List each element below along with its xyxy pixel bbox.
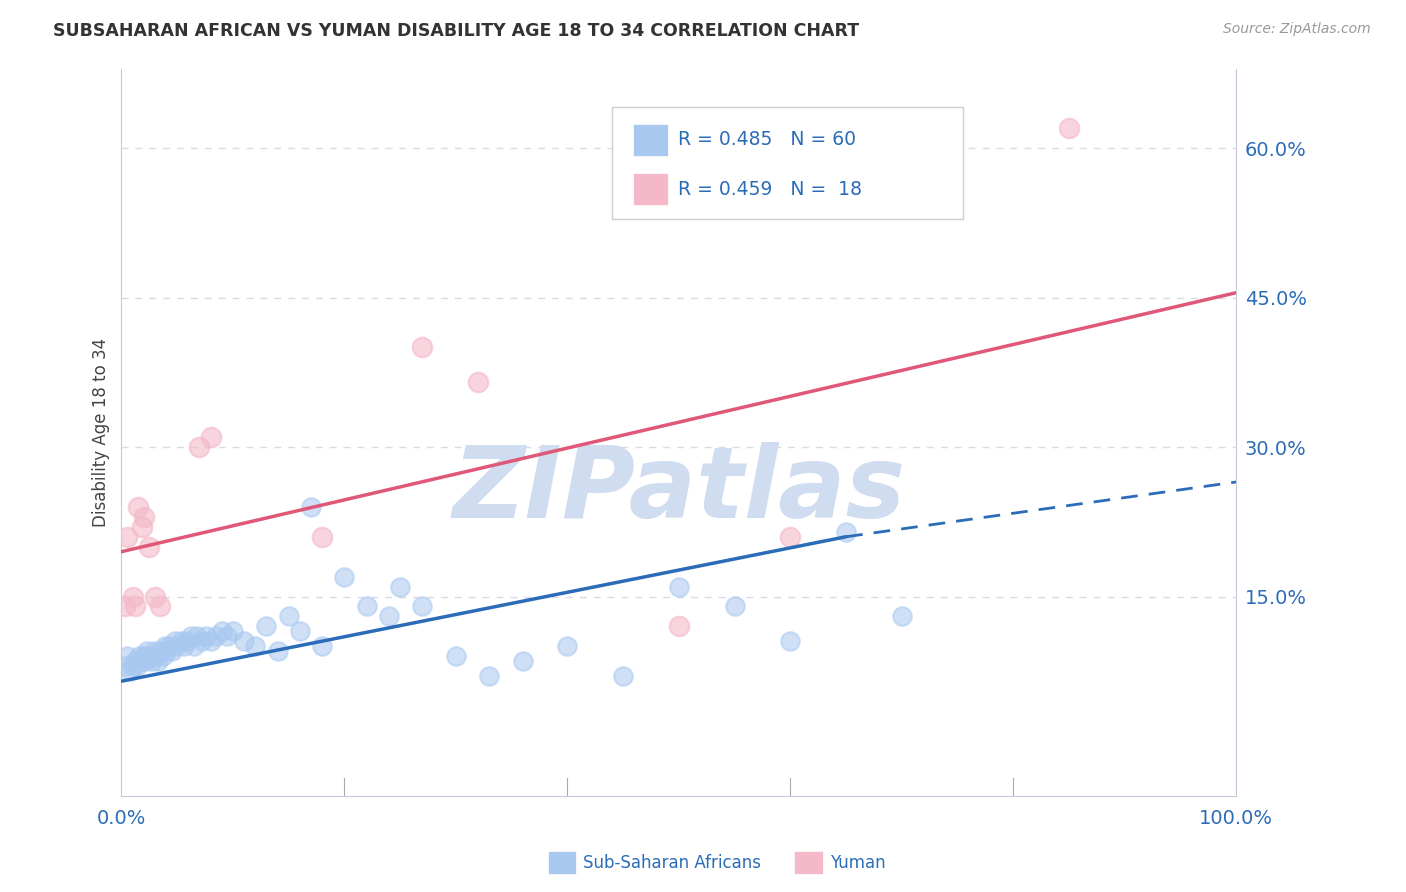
Point [176,634,198,648]
Point [160,644,183,658]
Text: R = 0.485   N = 60: R = 0.485 N = 60 [678,130,856,149]
Point [411,341,433,355]
Point [149,644,172,658]
Point [835,524,858,539]
Point [512,654,534,668]
Point [125,659,148,673]
Point [115,530,138,544]
Point [311,640,333,654]
Point [143,590,166,604]
Point [148,654,170,668]
Text: SUBSAHARAN AFRICAN VS YUMAN DISABILITY AGE 18 TO 34 CORRELATION CHART: SUBSAHARAN AFRICAN VS YUMAN DISABILITY A… [53,22,859,40]
Text: ZIPatlas: ZIPatlas [453,442,905,539]
Point [124,599,146,614]
Point [723,599,745,614]
Text: Yuman: Yuman [830,854,886,871]
Point [173,640,195,654]
Point [190,634,212,648]
Point [779,634,801,648]
Point [217,629,239,643]
Point [277,609,299,624]
Point [444,649,467,664]
Point [132,649,155,664]
Point [467,376,489,390]
Point [166,640,188,654]
Point [156,644,179,658]
Point [121,590,143,604]
Text: Sub-Saharan Africans: Sub-Saharan Africans [583,854,762,871]
Point [149,599,172,614]
Point [222,624,245,639]
Y-axis label: Disability Age 18 to 34: Disability Age 18 to 34 [93,337,110,526]
Point [138,540,160,554]
Point [131,654,153,668]
Point [128,649,150,664]
Point [138,649,160,664]
Point [121,659,143,673]
Point [233,634,256,648]
Point [114,659,136,673]
Point [132,509,155,524]
Point [254,619,277,633]
Point [131,520,153,534]
Point [120,664,142,678]
Point [779,530,801,544]
Point [1057,121,1080,136]
Point [389,580,412,594]
Point [333,569,356,583]
Point [136,644,159,658]
Point [356,599,378,614]
Point [157,640,180,654]
Point [183,640,205,654]
Point [195,629,218,643]
Point [205,629,228,643]
Point [612,669,634,683]
Point [478,669,501,683]
Point [142,644,165,658]
Point [211,624,233,639]
Point [378,609,401,624]
Point [114,599,136,614]
Point [188,440,211,454]
Point [411,599,433,614]
Point [557,640,579,654]
Point [152,649,174,664]
Point [145,649,167,664]
Point [141,654,163,668]
Point [115,649,138,664]
Point [668,580,690,594]
Point [668,619,690,633]
Point [200,634,222,648]
Point [163,634,186,648]
Text: Source: ZipAtlas.com: Source: ZipAtlas.com [1223,22,1371,37]
Point [134,654,156,668]
Point [124,654,146,668]
Point [890,609,912,624]
Point [245,640,267,654]
Point [311,530,333,544]
Point [180,629,202,643]
Point [127,500,149,514]
Point [153,640,176,654]
Point [288,624,311,639]
Point [169,634,191,648]
Point [266,644,288,658]
Point [299,500,322,514]
Point [186,629,208,643]
Text: R = 0.459   N =  18: R = 0.459 N = 18 [678,179,862,199]
Point [200,430,222,444]
